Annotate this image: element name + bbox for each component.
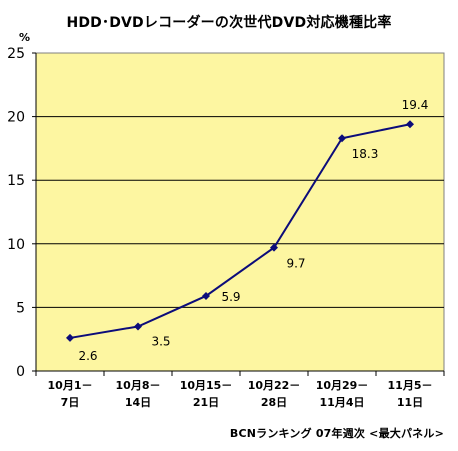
data-point-marker [270,243,278,252]
x-tick-label: 11月5－ 11日 [388,379,433,409]
x-tick-label: 10月15－ 21日 [180,379,233,409]
y-tick-label: 0 [16,364,25,380]
y-tick-label: 15 [7,173,25,189]
plot-area [35,52,445,372]
x-tick-label: 10月29－ 11月4日 [316,379,369,409]
source-note: BCNランキング 07年週次 <最大パネル> [229,427,444,440]
y-tick-label: 10 [7,237,25,253]
series-line [69,123,411,339]
data-point-marker [338,134,346,143]
y-tick-label: 20 [7,110,25,126]
data-label: 19.4 [402,98,429,112]
data-label: 3.5 [151,334,170,348]
data-point-marker [202,291,210,300]
y-axis-unit-label: % [19,31,31,44]
y-tick-label: 5 [16,300,25,316]
data-point-marker [134,322,142,331]
x-tick-label: 10月1－ 7日 [48,379,93,409]
data-label: 5.9 [221,290,240,304]
data-label: 18.3 [352,147,379,161]
x-tick-label: 10月8－ 14日 [116,379,161,409]
x-tick-label: 10月22－ 28日 [248,379,301,409]
data-label: 9.7 [286,257,305,271]
y-tick-label: 25 [7,46,25,62]
data-point-marker [66,333,74,342]
data-point-marker [406,120,414,129]
data-label: 2.6 [78,349,97,363]
chart-title: HDD･DVDレコーダーの次世代DVD対応機種比率 [66,15,392,31]
